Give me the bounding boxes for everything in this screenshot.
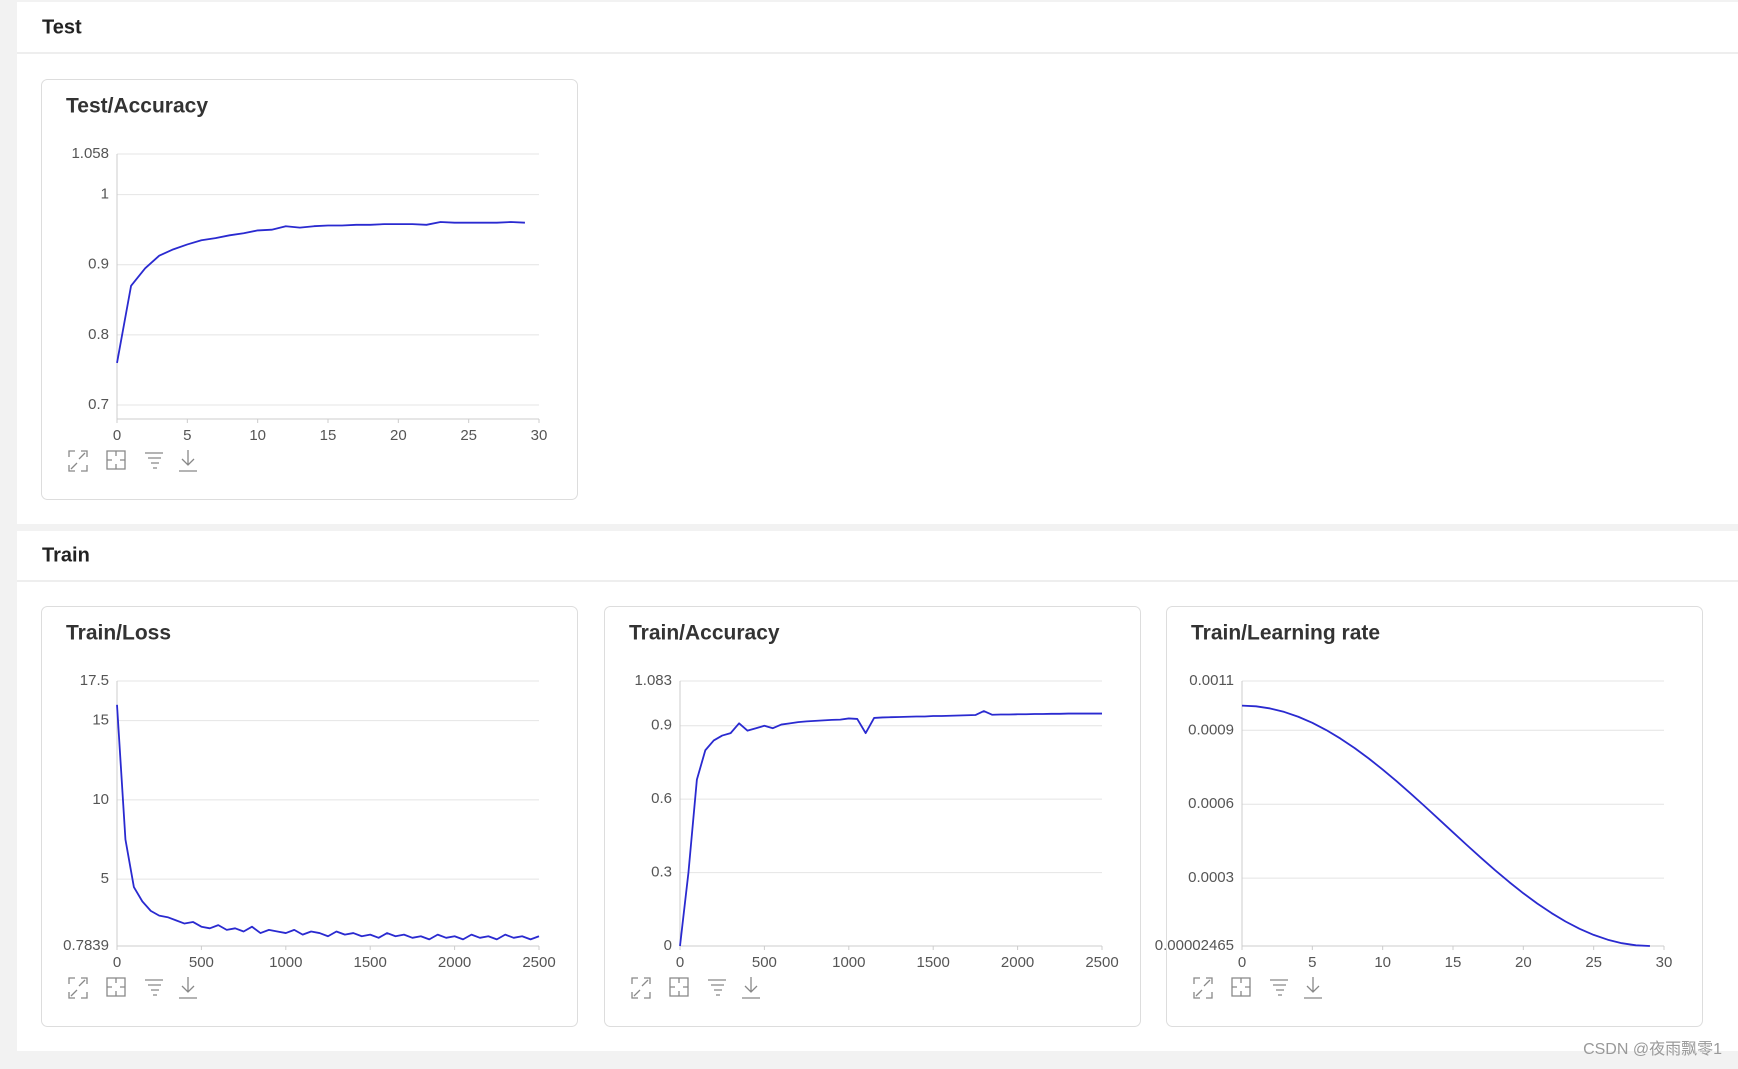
- x-tick-label: 1000: [832, 954, 865, 971]
- x-tick-label: 0: [113, 954, 121, 971]
- x-tick-label: 15: [1445, 954, 1462, 971]
- chart-card: Train/Accuracy 0 0.3 0.6 0.9 1.083 0 500 1000 150…: [604, 606, 1141, 1027]
- chart-title: Test/Accuracy: [66, 95, 208, 118]
- y-tick-label: 0.0009: [1188, 721, 1234, 738]
- y-tick-label: 0.6: [651, 790, 672, 807]
- toolbar-icon[interactable]: [1193, 977, 1213, 999]
- x-tick-label: 30: [1656, 954, 1673, 971]
- chart-title: Train/Accuracy: [629, 622, 780, 645]
- y-tick-label: 15: [92, 712, 109, 729]
- x-tick-label: 500: [189, 954, 214, 971]
- card-frame: [41, 79, 578, 500]
- y-tick-label: 0: [664, 937, 672, 954]
- toolbar-icon[interactable]: [1270, 979, 1288, 996]
- x-tick-label: 25: [460, 427, 477, 444]
- y-tick-label: 10: [92, 791, 109, 808]
- x-tick-label: 25: [1585, 954, 1602, 971]
- x-tick-label: 10: [249, 427, 266, 444]
- section-title: Train: [42, 544, 90, 566]
- x-tick-label: 2500: [1085, 954, 1118, 971]
- y-tick-label: 0.8: [88, 326, 109, 343]
- toolbar-icon[interactable]: [179, 977, 197, 999]
- data-line: [116, 221, 525, 364]
- y-tick-label: 17.5: [80, 672, 109, 689]
- card-frame: [604, 606, 1141, 1027]
- toolbar-icon[interactable]: [106, 977, 126, 997]
- card-frame: [1166, 606, 1703, 1027]
- y-tick-label: 5: [101, 870, 109, 887]
- x-tick-label: 1500: [354, 954, 387, 971]
- toolbar-icon[interactable]: [145, 452, 163, 469]
- toolbar-icon[interactable]: [1231, 977, 1251, 997]
- toolbar-icon[interactable]: [179, 450, 197, 472]
- y-tick-label: 0.0003: [1188, 869, 1234, 886]
- x-tick-label: 2000: [1001, 954, 1034, 971]
- y-tick-label: 0.9: [88, 256, 109, 273]
- x-tick-label: 1500: [917, 954, 950, 971]
- watermark: CSDN @夜雨飘零1: [1583, 1040, 1722, 1058]
- x-tick-label: 500: [752, 954, 777, 971]
- y-tick-label: 1.058: [71, 145, 109, 162]
- x-tick-label: 15: [320, 427, 337, 444]
- x-tick-label: 20: [390, 427, 407, 444]
- toolbar-icon[interactable]: [631, 977, 651, 999]
- chart-card: Test/Accuracy 0.7 0.8 0.9 1 1.058 0 5 10 15 20 25 30: [41, 79, 578, 500]
- y-tick-label: 0.00002465: [1155, 937, 1234, 954]
- chart-title: Train/Learning rate: [1191, 622, 1380, 645]
- x-tick-label: 2500: [522, 954, 555, 971]
- card-frame: [41, 606, 578, 1027]
- x-tick-label: 5: [1308, 954, 1316, 971]
- x-tick-label: 1000: [269, 954, 302, 971]
- toolbar-icon[interactable]: [106, 450, 126, 470]
- section-title: Test: [42, 16, 82, 38]
- y-tick-label: 0.3: [651, 864, 672, 881]
- y-tick-label: 0.7: [88, 396, 109, 413]
- toolbar-icon[interactable]: [68, 450, 88, 472]
- toolbar-icon[interactable]: [708, 979, 726, 996]
- toolbar-icon[interactable]: [68, 977, 88, 999]
- y-tick-label: 1.083: [634, 672, 672, 689]
- x-tick-label: 0: [1238, 954, 1246, 971]
- y-tick-label: 0.7839: [63, 937, 109, 954]
- x-tick-label: 30: [531, 427, 548, 444]
- x-tick-label: 10: [1374, 954, 1391, 971]
- y-tick-label: 1: [101, 186, 109, 203]
- data-line: [1241, 704, 1650, 947]
- x-tick-label: 5: [183, 427, 191, 444]
- x-tick-label: 0: [676, 954, 684, 971]
- x-tick-label: 0: [113, 427, 121, 444]
- y-tick-label: 0.9: [651, 717, 672, 734]
- toolbar-icon[interactable]: [1304, 977, 1322, 999]
- y-tick-label: 0.0011: [1189, 672, 1234, 689]
- chart-card: Train/Loss 0.7839 5 10 15 17.5 0 500 1000 1500 200…: [41, 606, 578, 1027]
- toolbar-icon[interactable]: [145, 979, 163, 996]
- y-tick-label: 0.0006: [1188, 795, 1234, 812]
- toolbar-icon[interactable]: [669, 977, 689, 997]
- x-tick-label: 20: [1515, 954, 1532, 971]
- chart-card: Train/Learning rate 0.00002465 0.0003 0.000…: [1155, 606, 1703, 1027]
- toolbar-icon[interactable]: [742, 977, 760, 999]
- data-line: [116, 704, 540, 941]
- data-line: [679, 710, 1102, 947]
- x-tick-label: 2000: [438, 954, 471, 971]
- chart-title: Train/Loss: [66, 622, 171, 645]
